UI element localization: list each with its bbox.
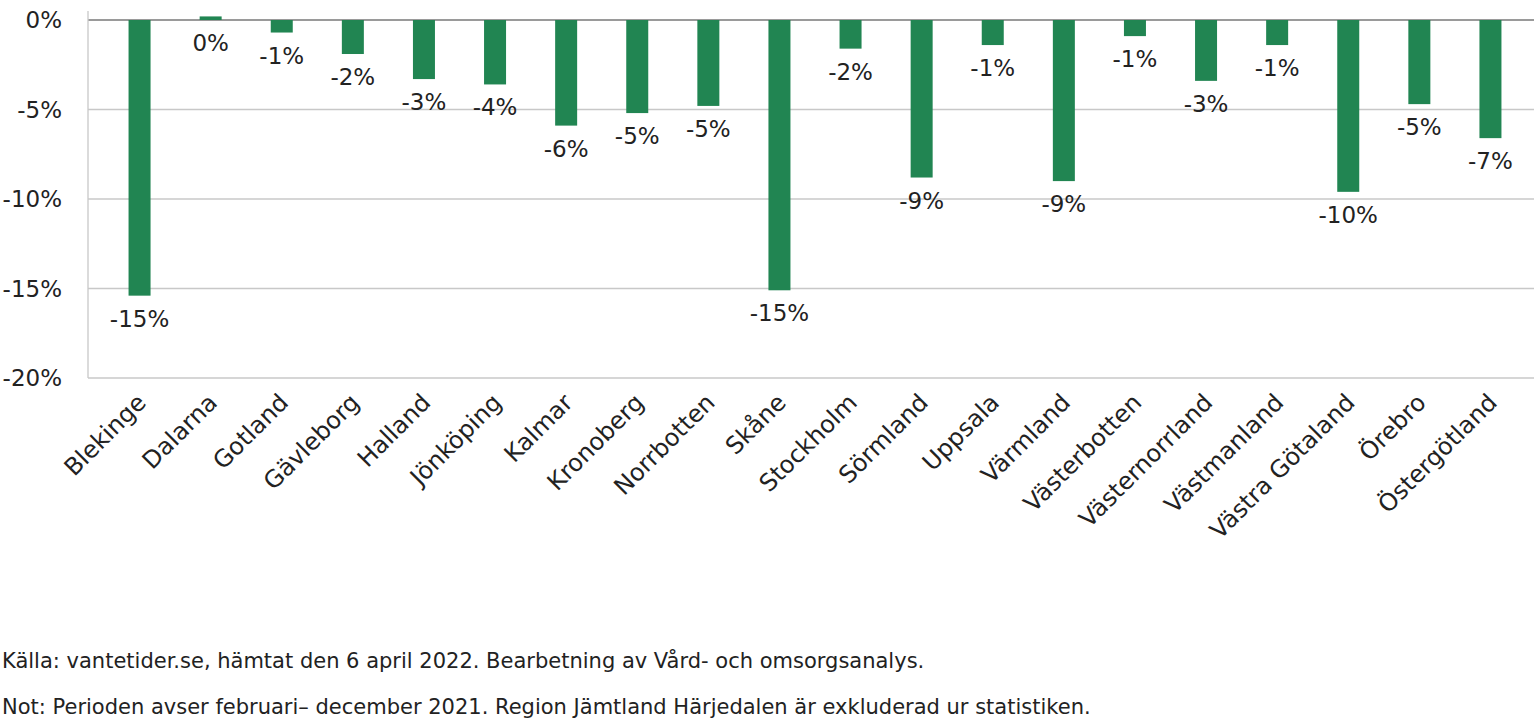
data-label: -7% [1468, 148, 1513, 174]
data-label: -9% [899, 188, 944, 214]
x-tick-label: Jönköping [403, 388, 507, 492]
grid-line [88, 19, 1534, 21]
data-label: -2% [330, 64, 375, 90]
x-tick-label: Västra Götaland [1204, 388, 1360, 544]
bar [626, 20, 648, 113]
bar [200, 16, 222, 20]
data-label: -5% [615, 123, 660, 149]
data-label: -4% [473, 94, 518, 120]
x-tick-label: Dalarna [137, 388, 223, 474]
y-tick-label: -10% [3, 186, 62, 212]
x-tick-label: Sörmland [833, 388, 934, 489]
data-label: -5% [686, 116, 731, 142]
bars [129, 16, 1502, 295]
bar [484, 20, 506, 84]
data-label: -6% [544, 136, 589, 162]
grid-line [88, 109, 1534, 110]
data-label: -3% [1184, 91, 1229, 117]
x-tick-label: Blekinge [59, 388, 152, 481]
bar [911, 20, 933, 178]
bar [1408, 20, 1430, 104]
bar [1124, 20, 1146, 36]
data-label: -15% [750, 300, 809, 326]
grid-line [88, 288, 1534, 289]
data-label: -15% [110, 306, 169, 332]
data-label: -3% [402, 89, 447, 115]
grid-line [88, 377, 1534, 378]
x-tick-label: Gävleborg [258, 388, 365, 495]
y-tick-label: -5% [17, 97, 62, 123]
data-label: -9% [1041, 191, 1086, 217]
y-tick-label: -15% [3, 276, 62, 302]
data-label: -5% [1397, 114, 1442, 140]
data-label: -1% [259, 43, 304, 69]
annotation: Not: Perioden avser februari– december 2… [2, 695, 1091, 719]
bar [1266, 20, 1288, 45]
chart: 0% -5% -10% -15% -20% -15% 0% -1% -2% -3% -4% -6% -5… [0, 0, 1534, 726]
bar [129, 20, 151, 296]
bar [413, 20, 435, 79]
x-tick-label: Östergötland [1372, 388, 1503, 519]
bar [342, 20, 364, 54]
x-tick-label: Västmanland [1159, 388, 1289, 518]
bar [982, 20, 1004, 45]
grid-line [88, 198, 1534, 199]
data-label: -1% [1255, 55, 1300, 81]
x-tick-label: Norrbotten [608, 388, 720, 500]
bar [840, 20, 862, 49]
bar [1053, 20, 1075, 181]
bar [768, 20, 790, 290]
data-label: -10% [1319, 202, 1378, 228]
data-label: 0% [192, 30, 229, 56]
bar [1479, 20, 1501, 138]
y-tick-label: -20% [3, 365, 62, 391]
bar [555, 20, 577, 126]
annotation: Källa: vantetider.se, hämtat den 6 april… [2, 648, 924, 673]
bar [697, 20, 719, 106]
bar [1337, 20, 1359, 192]
bar [1195, 20, 1217, 81]
y-tick-label: 0% [26, 7, 63, 33]
y-axis-line [87, 11, 88, 378]
data-label: -1% [970, 55, 1015, 81]
bar [271, 20, 293, 33]
data-label: -1% [1113, 46, 1158, 72]
data-label: -2% [828, 59, 873, 85]
